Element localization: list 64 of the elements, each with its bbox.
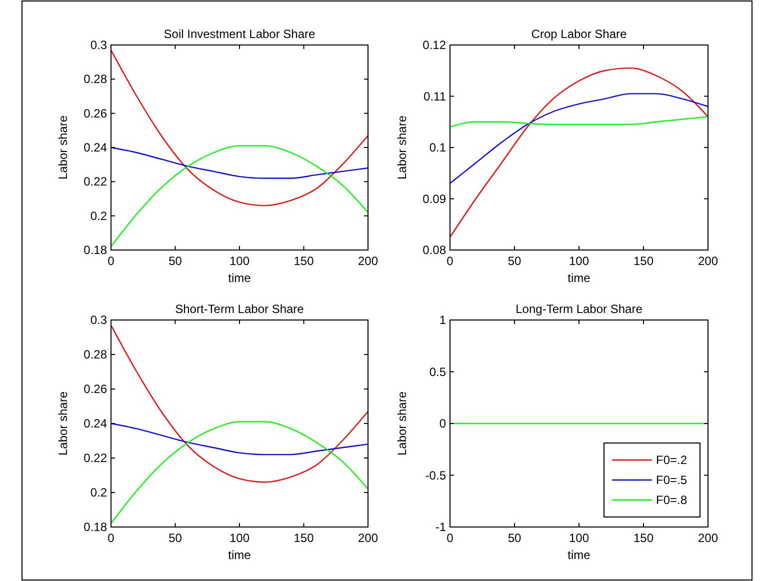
y-tick-label: 0.3 [90,313,108,327]
y-tick-label: 0.26 [84,382,108,396]
y-tick-label: -1 [435,520,446,534]
y-tick-label: 0.1 [429,140,446,154]
x-axis-title: time [228,548,252,562]
y-axis-title: Labor share [395,115,409,180]
x-tick-label: 200 [358,531,378,545]
y-axis-title: Labor share [56,115,70,180]
y-tick-label: 0.09 [422,192,446,206]
line-series [110,146,369,179]
y-tick-label: 0.08 [422,243,446,257]
x-tick-label: 150 [633,254,654,268]
y-tick-label: -0.5 [425,468,446,482]
y-axis-title: Labor share [395,391,409,456]
x-tick-label: 50 [508,531,522,545]
y-tick-label: 0.22 [84,451,108,465]
y-tick-label: 0.24 [84,140,108,154]
chart-title: Crop Labor Share [531,27,628,41]
y-tick-label: 0.22 [84,174,108,189]
legend-label: F0=.2 [656,453,688,467]
y-tick-label: 0.2 [90,208,108,223]
x-tick-label: 100 [568,531,590,545]
y-tick-label: 0.26 [84,106,108,120]
chart-title: Long-Term Labor Share [516,302,643,316]
y-tick-label: 0.18 [84,243,108,257]
y-tick-label: 0.24 [84,416,108,430]
x-tick-label: 150 [294,531,314,545]
y-tick-label: 0.5 [429,364,446,379]
line-series [449,93,709,184]
x-tick-label: 50 [168,531,182,545]
line-series [110,422,369,456]
line-series [110,145,369,248]
x-tick-label: 100 [229,254,250,268]
x-axis-title: time [568,548,591,562]
legend-label: F0=.8 [656,493,688,507]
line-series [449,67,709,238]
x-axis-title: time [568,271,591,285]
line-series [110,421,369,524]
y-tick-label: 0.11 [424,89,446,104]
x-tick-label: 200 [358,254,378,268]
x-tick-label: 100 [568,254,590,268]
y-axis-title: Labor share [56,391,70,456]
y-tick-label: 0.18 [84,520,108,534]
legend-label: F0=.5 [656,473,688,487]
y-tick-label: 0.2 [90,486,108,500]
x-tick-label: 100 [229,531,250,545]
y-tick-label: 0.28 [84,72,108,86]
y-tick-label: 0 [439,416,446,430]
x-tick-label: 150 [294,254,314,268]
y-tick-label: 0.12 [422,38,446,52]
line-series [110,324,369,483]
x-axis-title: time [228,271,252,285]
x-tick-label: 50 [508,254,522,268]
x-tick-label: 200 [698,531,718,545]
line-series [110,50,369,206]
chart-title: Soil Investment Labor Share [164,27,316,41]
line-series [449,116,709,128]
y-tick-label: 1 [439,313,446,327]
x-tick-label: 200 [698,254,718,268]
x-tick-label: 50 [168,254,182,268]
x-tick-label: 150 [633,531,654,545]
y-tick-label: 0.3 [90,38,108,52]
chart-title: Short-Term Labor Share [175,302,304,316]
y-tick-label: 0.28 [84,348,108,362]
